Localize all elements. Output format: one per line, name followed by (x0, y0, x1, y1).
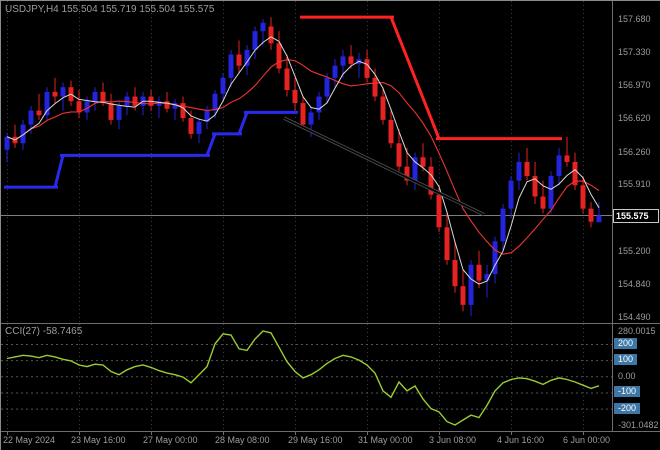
time-axis-label: 28 May 08:00 (215, 435, 270, 445)
cci-axis-label: 100 (614, 354, 638, 366)
price-axis-label: 155.200 (618, 245, 651, 256)
time-axis-label: 4 Jun 16:00 (497, 435, 545, 445)
cci-indicator-label: CCI(27) -58.7465 (5, 326, 83, 337)
price-axis-label: 155.910 (618, 179, 651, 190)
price-axis-label: 156.970 (618, 80, 651, 91)
cci-chart-canvas[interactable] (1, 324, 612, 431)
cci-axis-label: -301.0482 (618, 420, 659, 430)
price-axis-label: 156.260 (618, 146, 651, 157)
cci-axis-label: 200 (614, 337, 638, 349)
current-price-label: 155.575 (613, 208, 659, 223)
time-axis-tick (583, 432, 584, 435)
cci-axis-label: -100 (614, 386, 641, 398)
time-axis-tick (79, 432, 80, 435)
main-chart-canvas[interactable] (1, 1, 612, 323)
time-axis-label: 27 May 00:00 (143, 435, 198, 445)
price-axis-label: 154.490 (618, 312, 651, 323)
time-axis-label: 22 May 2024 (3, 435, 56, 445)
time-axis-tick (511, 432, 512, 435)
cci-axis-label: 0.00 (618, 371, 636, 382)
price-axis-label: 157.330 (618, 46, 651, 57)
time-axis-label: 31 May 00:00 (358, 435, 413, 445)
time-axis-label: 23 May 16:00 (71, 435, 126, 445)
time-axis-label: 6 Jun 00:00 (563, 435, 611, 445)
price-axis[interactable]: 157.680 157.330 156.970 156.620 156.260 155.9… (613, 1, 660, 431)
time-axis-tick (7, 432, 8, 435)
time-axis-label: 29 May 16:00 (288, 435, 343, 445)
cci-indicator-area[interactable]: CCI(27) -58.7465 (1, 324, 612, 431)
price-axis-separator (612, 1, 613, 431)
price-axis-label: 154.840 (618, 279, 651, 290)
cci-axis-label: 280.0015 (618, 325, 656, 336)
symbol-ohlc-header: USDJPY,H4 155.504 155.719 155.504 155.57… (5, 4, 215, 15)
time-axis-separator (1, 431, 660, 432)
price-axis-label: 157.680 (618, 14, 651, 24)
price-axis-label: 156.620 (618, 113, 651, 124)
time-axis[interactable]: 22 May 2024 23 May 16:00 27 May 00:00 28 Ma… (1, 432, 660, 450)
time-axis-tick (295, 432, 296, 435)
main-chart-area[interactable] (1, 1, 612, 323)
time-axis-tick (223, 432, 224, 435)
time-axis-tick (151, 432, 152, 435)
time-axis-tick (367, 432, 368, 435)
cci-axis-label: -200 (614, 402, 641, 414)
time-axis-tick (439, 432, 440, 435)
time-axis-label: 3 Jun 08:00 (429, 435, 477, 445)
indicator-panel-separator (1, 323, 660, 324)
